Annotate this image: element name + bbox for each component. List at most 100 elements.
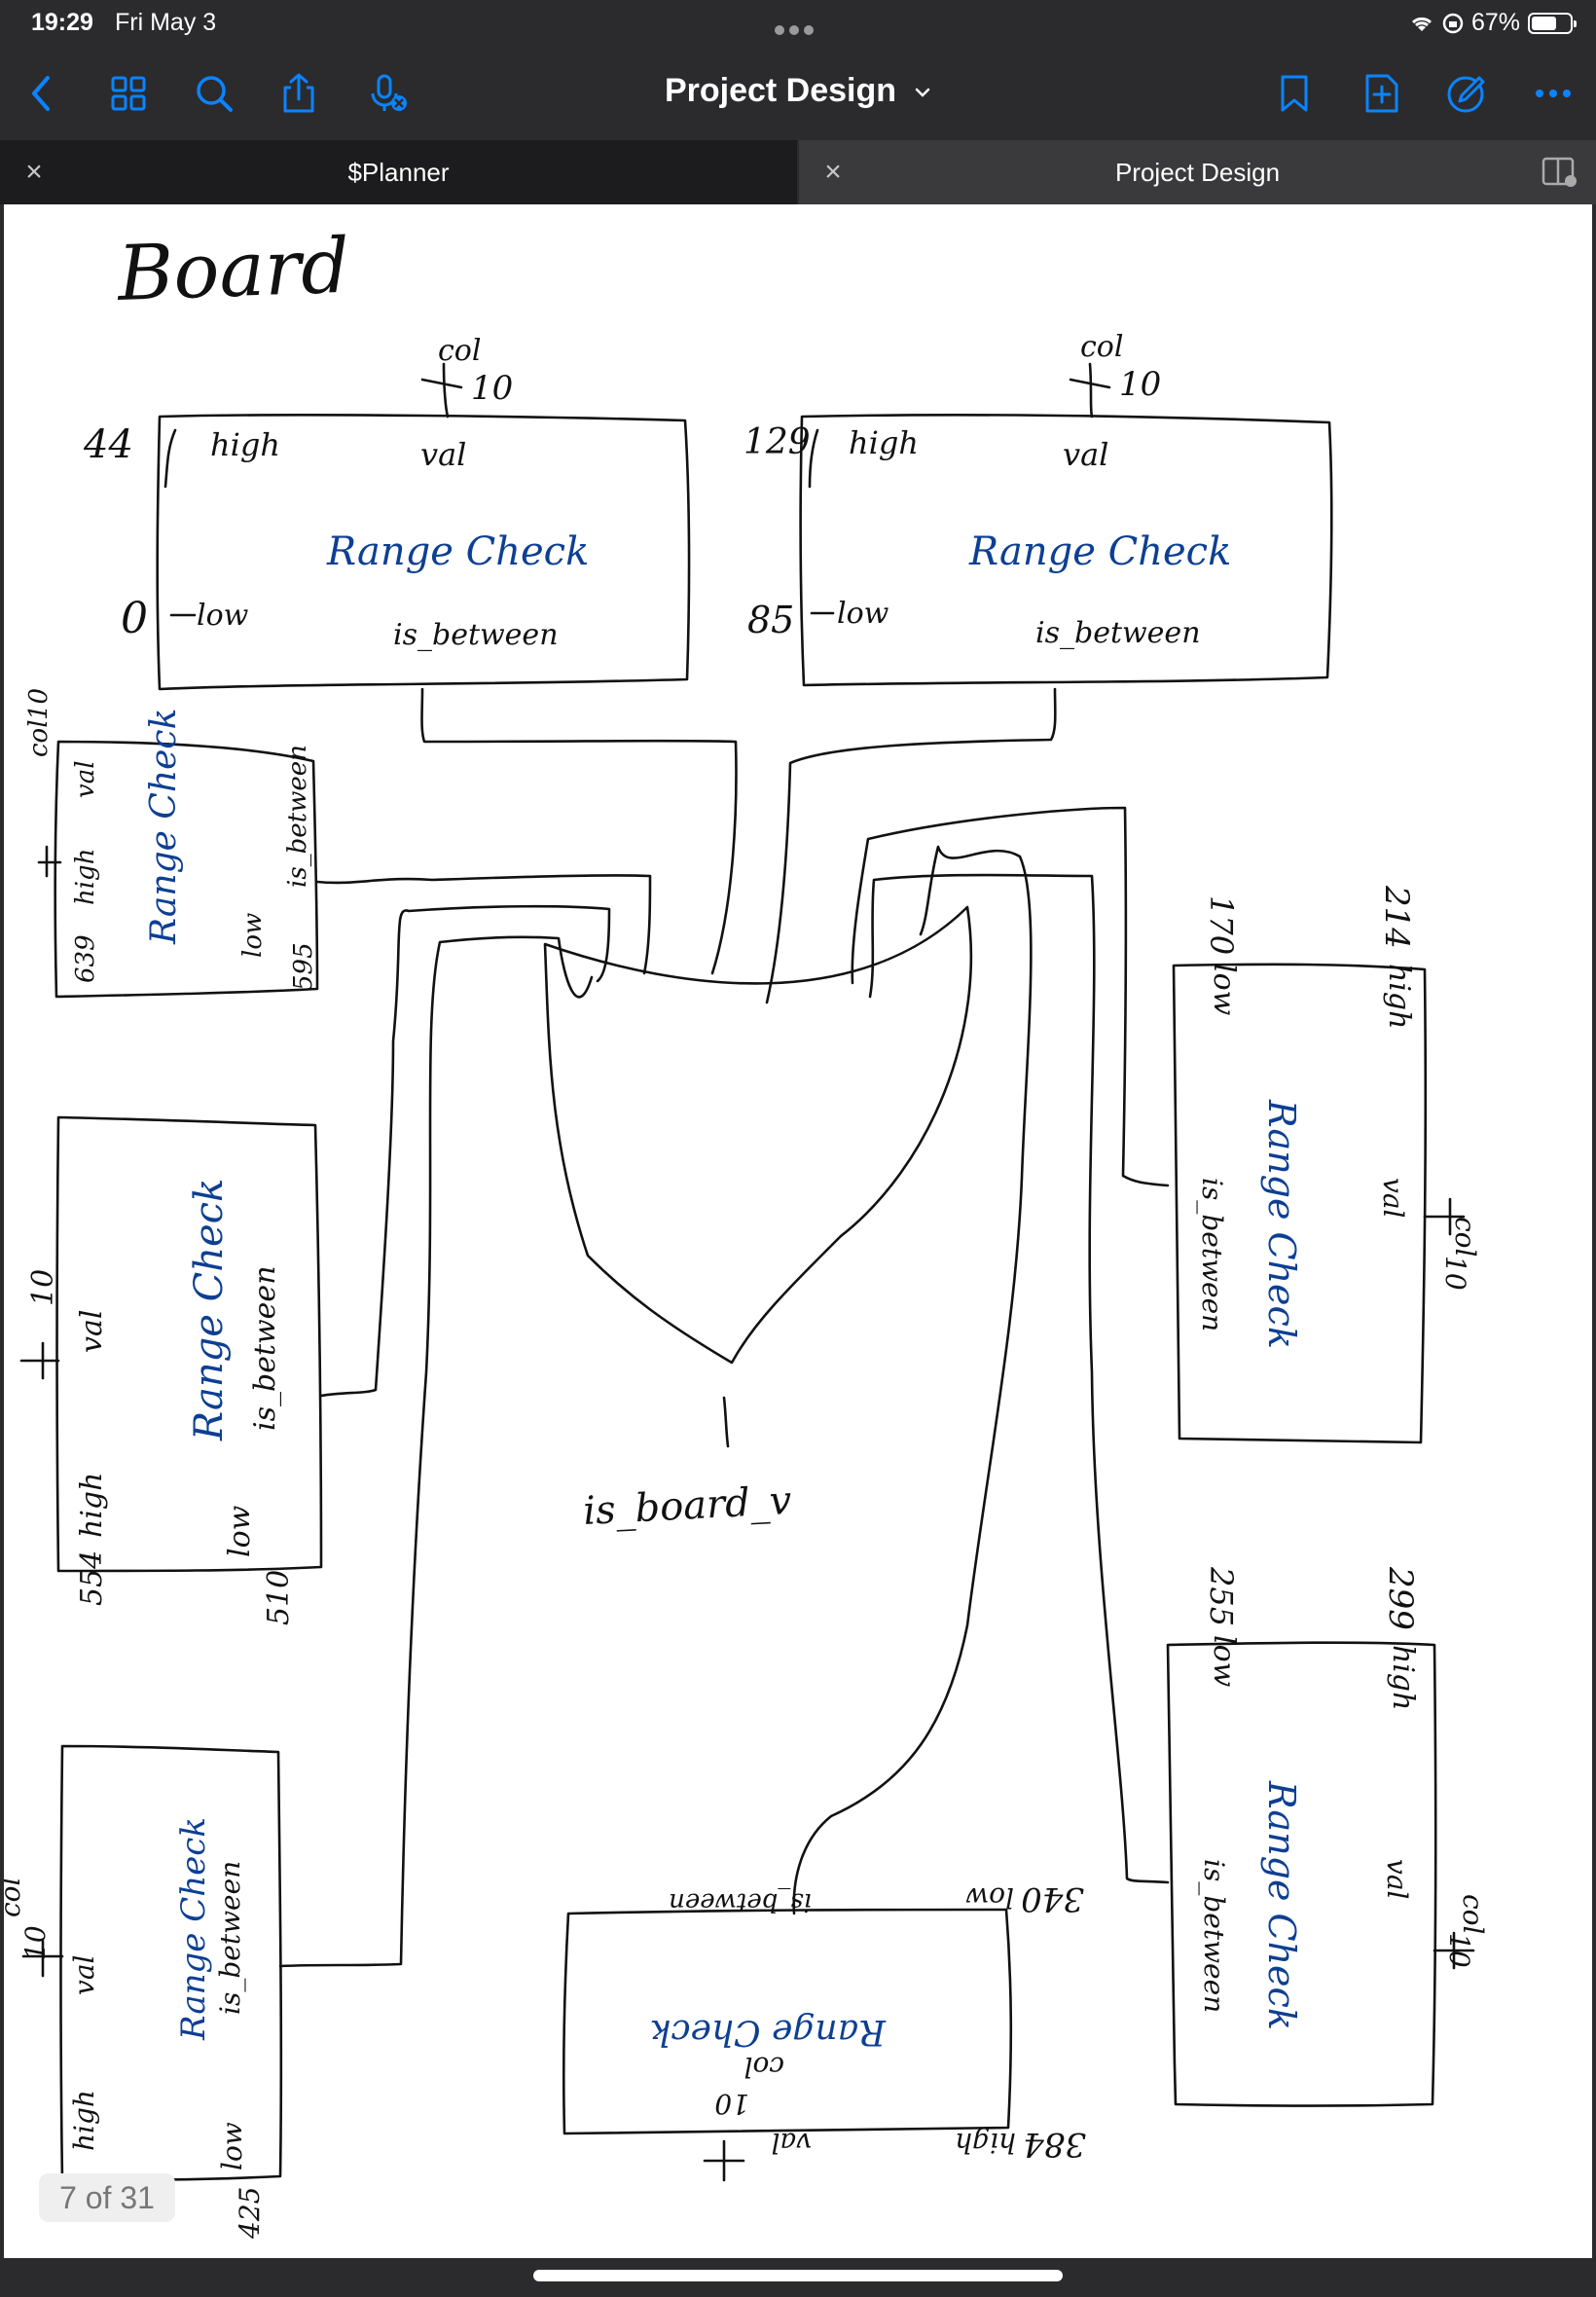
status-date: Fri May 3 — [115, 9, 217, 36]
range-box-3 — [1172, 963, 1428, 1444]
box6-title: Range Check — [174, 1817, 213, 2041]
audio-record-button[interactable] — [365, 70, 412, 117]
label-high: high — [68, 2090, 100, 2151]
handwriting-drawing: Board col 10 val 44 high 0 low Range Che… — [4, 223, 1489, 2240]
range-box-6 — [59, 1744, 283, 2182]
label-is-between: is_between — [669, 1887, 812, 1916]
box6-low-value: 425 — [234, 2187, 266, 2240]
label-high: high — [1382, 964, 1416, 1029]
box7-title: Range Check — [187, 1179, 232, 1441]
box3-high-value: 214 — [1377, 885, 1416, 949]
box8-high-value: 639 — [71, 934, 100, 983]
label-is-between: is_between — [214, 1861, 246, 2015]
wire-box-7 — [319, 904, 611, 1398]
label-low: low — [1207, 1635, 1241, 1688]
range-box-4 — [1166, 1641, 1437, 2107]
range-box-8 — [54, 740, 319, 999]
label-width: 10 — [24, 688, 54, 720]
label-width: 10 — [714, 2088, 749, 2120]
note-canvas[interactable]: Board col 10 val 44 high 0 low Range Che… — [4, 204, 1592, 2258]
label-col: col — [1449, 1217, 1481, 1258]
bookmark-icon — [1281, 75, 1308, 112]
tab-planner[interactable]: × $Planner — [0, 140, 797, 204]
and-gate-output-wire — [722, 1396, 730, 1448]
label-high: high — [210, 426, 280, 463]
box7-low-value: 510 — [262, 1570, 296, 1625]
label-low: low — [197, 599, 249, 633]
share-button[interactable] — [275, 70, 322, 117]
status-right: 67% — [1409, 9, 1577, 37]
document-title-button[interactable]: Project Design — [0, 72, 1596, 110]
edit-mode-button[interactable] — [1444, 70, 1491, 117]
close-tab-icon[interactable]: × — [25, 156, 43, 188]
orientation-lock-icon — [1442, 13, 1464, 33]
label-is-between: is_between — [393, 618, 559, 652]
tab-bar: × $Planner × Project Design — [0, 140, 1596, 204]
close-tab-icon[interactable]: × — [824, 156, 842, 188]
label-high: high — [849, 424, 919, 461]
label-val: val — [68, 1955, 100, 1995]
label-width: 10 — [19, 1925, 52, 1960]
label-low: low — [1207, 964, 1241, 1016]
label-low: low — [238, 913, 268, 958]
wire-box-3 — [851, 806, 1170, 1187]
box5-low-value: 340 — [1021, 1879, 1084, 1918]
label-val: val — [1377, 1178, 1409, 1218]
box8-low-value: 595 — [289, 942, 318, 991]
chevron-down-icon — [915, 88, 930, 97]
box2-high-value: 129 — [744, 422, 811, 462]
label-col: col — [4, 1878, 26, 1918]
box4-high-value: 299 — [1381, 1566, 1420, 1630]
share-icon — [283, 73, 314, 113]
pencil-circle-icon — [1447, 76, 1485, 113]
label-high: high — [955, 2127, 1016, 2159]
box1-high-value: 44 — [83, 422, 133, 467]
gate-output-label: is_board_v — [582, 1478, 793, 1534]
more-button[interactable] — [1530, 70, 1577, 117]
search-icon — [197, 76, 233, 112]
wire-box-1 — [420, 687, 738, 975]
label-col: col — [438, 334, 481, 368]
box4-title: Range Check — [1260, 1780, 1303, 2030]
label-col: col — [24, 719, 54, 757]
box3-title: Range Check — [1260, 1099, 1303, 1349]
label-col: col — [1457, 1894, 1489, 1935]
bookmark-button[interactable] — [1271, 70, 1318, 117]
box3-low-value: 170 — [1203, 895, 1240, 955]
range-box-5 — [562, 1908, 1013, 2135]
box2-title: Range Check — [968, 529, 1231, 574]
label-width: 10 — [1439, 1256, 1471, 1291]
status-bar: 19:29 Fri May 3 67% — [0, 0, 1596, 47]
battery-fill — [1532, 16, 1557, 30]
label-val: val — [1381, 1859, 1413, 1899]
box7-high-value: 554 — [75, 1550, 109, 1606]
wire-box-6 — [278, 935, 594, 1968]
label-is-between: is_between — [1196, 1178, 1228, 1331]
range-box-7 — [55, 1115, 323, 1573]
split-view-icon[interactable] — [1542, 156, 1578, 189]
label-high: high — [71, 849, 100, 905]
range-box-2 — [799, 414, 1333, 687]
label-is-between: is_between — [248, 1265, 282, 1431]
tab-project-design[interactable]: × Project Design — [799, 140, 1596, 204]
search-button[interactable] — [191, 70, 237, 117]
label-col: col — [744, 2051, 785, 2083]
grid-icon — [111, 76, 146, 111]
status-time: 19:29 — [31, 9, 93, 36]
home-indicator[interactable] — [533, 2270, 1063, 2281]
add-page-icon — [1365, 74, 1398, 113]
add-page-button[interactable] — [1359, 70, 1405, 117]
document-title: Project Design — [664, 72, 897, 109]
back-button[interactable] — [18, 70, 64, 117]
tab-label: $Planner — [347, 157, 450, 187]
box1-low-value: 0 — [121, 594, 148, 643]
thumbnails-button[interactable] — [105, 70, 152, 117]
page-indicator: 7 of 31 — [39, 2173, 175, 2222]
multitasking-dots[interactable] — [775, 14, 823, 35]
label-val: val — [71, 760, 100, 798]
label-high: high — [75, 1473, 109, 1538]
toolbar: Project Design — [0, 47, 1596, 140]
more-icon — [1536, 90, 1571, 97]
range-box-1 — [156, 414, 691, 691]
label-width: 10 — [26, 1269, 60, 1306]
